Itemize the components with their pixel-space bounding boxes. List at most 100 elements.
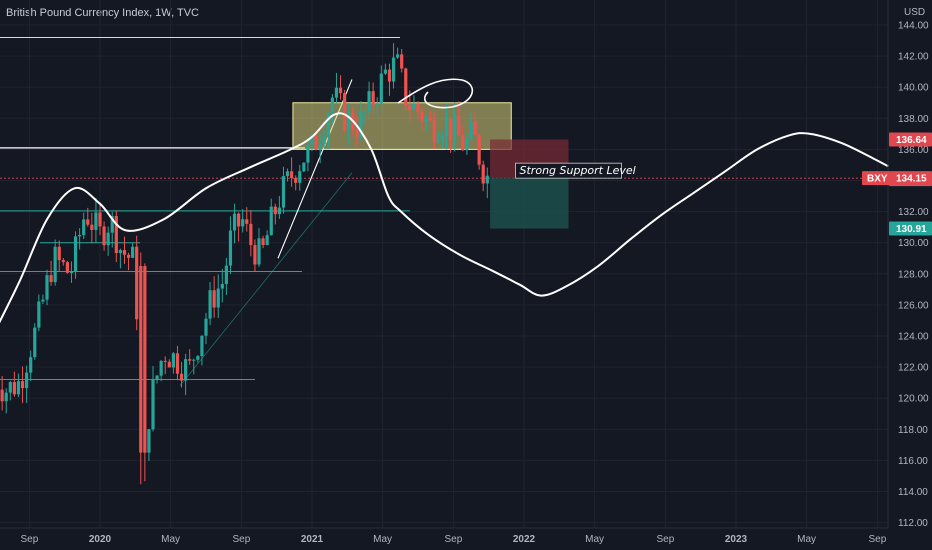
price-badge-label: 130.91 bbox=[896, 224, 927, 235]
price-tick-label: 132.00 bbox=[898, 207, 929, 218]
candle-body bbox=[78, 234, 82, 237]
candle-body bbox=[400, 54, 404, 69]
candle-body bbox=[314, 135, 318, 150]
price-axis[interactable]: USD 112.00 114.00 116.00 118.00 120.00 122.00 1… bbox=[862, 0, 932, 529]
candle-body bbox=[273, 206, 277, 215]
candle-body bbox=[159, 360, 163, 376]
candle-body bbox=[33, 327, 37, 358]
candle-body bbox=[469, 121, 473, 139]
price-tick-label: 114.00 bbox=[898, 487, 928, 498]
candle-body bbox=[306, 144, 310, 163]
grid-layer bbox=[0, 0, 888, 528]
time-tick-label: Sep bbox=[445, 534, 463, 545]
candle-body bbox=[82, 219, 86, 235]
candle-body bbox=[416, 103, 420, 112]
candle-body bbox=[163, 360, 167, 362]
chart-title: British Pound Currency Index, 1W, TVC bbox=[6, 7, 199, 19]
candle-body bbox=[73, 236, 78, 273]
candle-body bbox=[220, 283, 224, 289]
candle-body bbox=[65, 262, 69, 273]
curve-layer bbox=[0, 112, 890, 324]
candles bbox=[0, 43, 489, 485]
time-tick-label: May bbox=[373, 534, 392, 545]
candle-body bbox=[302, 162, 306, 172]
time-axis[interactable]: Sep 2020 May Sep 2021 May Sep 2022 May Sep 2023 May… bbox=[0, 527, 888, 545]
candle-body bbox=[228, 230, 233, 266]
candle-body bbox=[37, 301, 41, 328]
candle-body bbox=[326, 114, 330, 138]
candle-body bbox=[363, 111, 367, 113]
candle-body bbox=[208, 290, 212, 319]
candle-body bbox=[265, 235, 269, 246]
price-tick-label: 124.00 bbox=[898, 332, 929, 343]
candle-body bbox=[204, 318, 208, 336]
candle-body bbox=[41, 299, 45, 302]
candle-body bbox=[98, 212, 102, 227]
candle-body bbox=[49, 275, 53, 283]
candle-body bbox=[412, 103, 416, 110]
candle-body bbox=[465, 138, 469, 151]
candle-body bbox=[367, 91, 371, 112]
price-tick-label: 138.00 bbox=[898, 114, 929, 125]
price-badge bbox=[889, 221, 932, 236]
candle-body bbox=[135, 246, 139, 320]
price-axis-unit: USD bbox=[904, 7, 925, 18]
candle-body bbox=[485, 175, 489, 184]
candle-body bbox=[322, 137, 326, 145]
candle-body bbox=[375, 103, 379, 105]
candle-body bbox=[481, 164, 485, 184]
candle-body bbox=[184, 359, 188, 381]
candle-body bbox=[440, 135, 445, 141]
candle-body bbox=[359, 111, 363, 137]
price-tick-label: 126.00 bbox=[898, 300, 929, 311]
candle-body bbox=[396, 54, 400, 58]
price-tick-label: 116.00 bbox=[898, 456, 928, 467]
candle-body bbox=[200, 335, 204, 357]
candle-body bbox=[318, 144, 322, 150]
candle-body bbox=[143, 266, 147, 453]
candle-body bbox=[139, 266, 143, 453]
candle-body bbox=[237, 213, 241, 227]
candle-body bbox=[106, 232, 110, 246]
current-price-badge bbox=[862, 171, 932, 186]
price-badge-label: 136.64 bbox=[896, 135, 927, 146]
candle-body bbox=[294, 177, 298, 183]
price-tick-label: 140.00 bbox=[898, 83, 929, 94]
candle-body bbox=[179, 373, 184, 381]
candle-body bbox=[461, 135, 465, 151]
candle-body bbox=[8, 382, 12, 393]
candle-body bbox=[122, 250, 127, 255]
candle-body bbox=[391, 57, 396, 82]
time-tick-label: 2022 bbox=[513, 534, 536, 545]
candle-body bbox=[69, 272, 74, 274]
candle-body bbox=[171, 353, 175, 368]
candle-body bbox=[94, 212, 98, 230]
candle-body bbox=[428, 118, 432, 120]
projection-curve bbox=[0, 112, 890, 324]
candle-body bbox=[114, 216, 118, 253]
candle-body bbox=[330, 97, 334, 115]
candle-body bbox=[188, 359, 192, 361]
candle-body bbox=[249, 223, 253, 246]
time-tick-label: Sep bbox=[21, 534, 39, 545]
price-tick-label: 144.00 bbox=[898, 21, 929, 32]
candle-body bbox=[90, 224, 94, 230]
candle-body bbox=[404, 68, 408, 106]
candle-body bbox=[53, 246, 57, 283]
time-tick-label: Sep bbox=[233, 534, 251, 545]
candle-body bbox=[224, 265, 228, 284]
candle-body bbox=[118, 250, 122, 253]
price-tick-label: 130.00 bbox=[898, 238, 929, 249]
candle-body bbox=[110, 216, 114, 233]
support-label: Strong Support Level bbox=[520, 164, 636, 177]
candle-body bbox=[444, 118, 449, 136]
candle-body bbox=[57, 246, 61, 261]
candle-body bbox=[29, 357, 33, 373]
candle-body bbox=[261, 238, 265, 246]
annotation-layer: Strong Support Level bbox=[397, 78, 636, 179]
candle-body bbox=[257, 238, 261, 265]
time-tick-label: May bbox=[585, 534, 604, 545]
candle-body bbox=[334, 87, 339, 98]
current-price-label: 134.15 bbox=[896, 174, 927, 185]
